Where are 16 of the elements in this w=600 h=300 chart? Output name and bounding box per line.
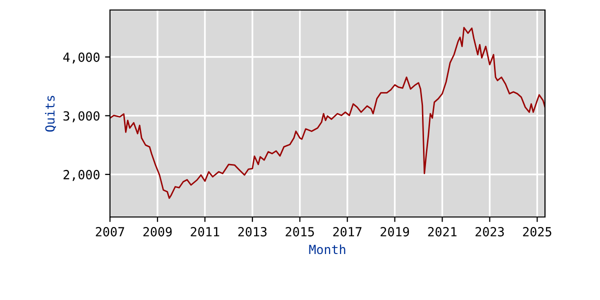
x-tick-label: 2009: [143, 227, 172, 236]
y-tick-label: 2,000: [64, 170, 100, 181]
x-tick-label: 2021: [428, 227, 456, 236]
x-tick-label: 2013: [238, 227, 267, 236]
y-axis-title: Quits: [45, 96, 56, 132]
y-tick-label: 3,000: [63, 111, 100, 122]
x-tick-label: 2015: [286, 227, 314, 236]
y-tick-label: 4,000: [63, 52, 100, 64]
x-tick-label: 2023: [476, 227, 504, 236]
x-tick-label: 2011: [190, 227, 220, 236]
x-tick-label: 2007: [96, 227, 124, 236]
x-tick-label: 2025: [523, 227, 552, 236]
x-tick-label: 2019: [380, 227, 409, 236]
x-axis-title: Month: [309, 244, 346, 254]
line-series: [110, 26, 545, 199]
x-tick-label: 2017: [333, 227, 362, 236]
